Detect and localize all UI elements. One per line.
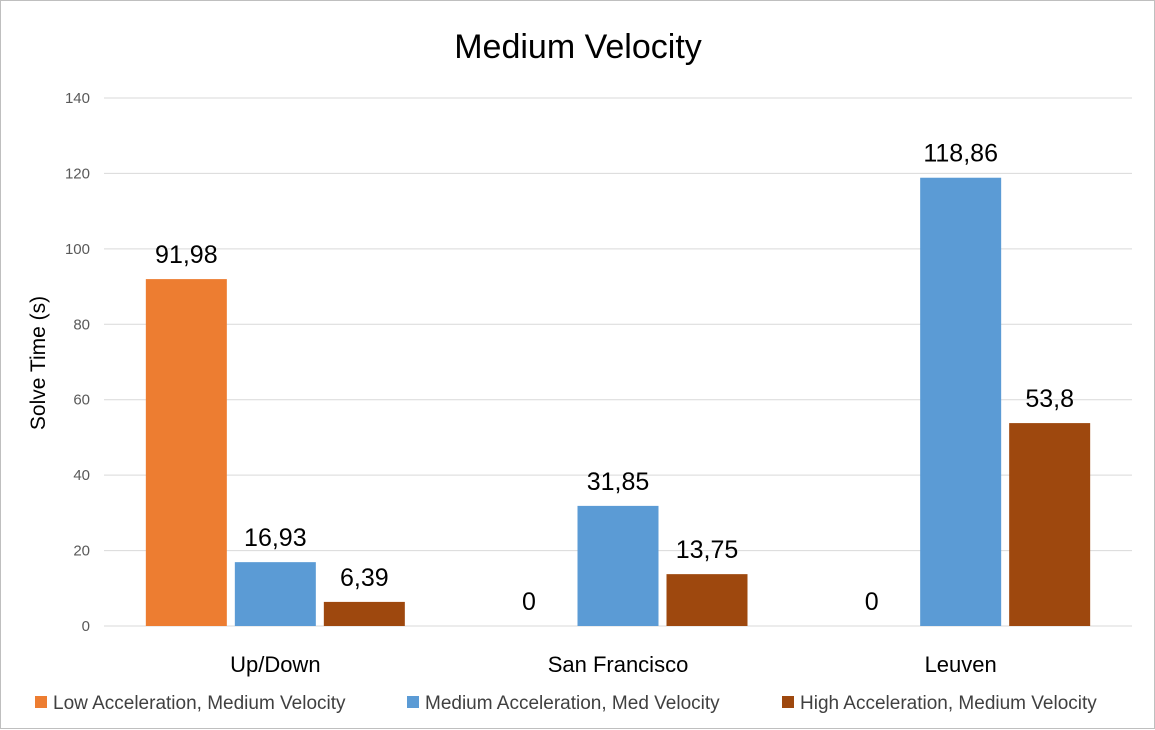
y-tick-label: 40 xyxy=(73,467,90,484)
category-label: Leuven xyxy=(925,652,997,677)
legend-label: Medium Acceleration, Med Velocity xyxy=(425,693,720,714)
bar xyxy=(920,177,1002,626)
category-label: San Francisco xyxy=(548,652,689,677)
category-label: Up/Down xyxy=(230,652,320,677)
y-tick-label: 60 xyxy=(73,392,90,409)
legend-swatch xyxy=(407,696,419,708)
data-label: 13,75 xyxy=(676,536,739,564)
category-labels: Up/Down San Francisco Leuven xyxy=(230,652,997,677)
y-axis-ticks: 0 20 40 60 80 100 120 140 xyxy=(65,90,90,635)
chart-title: Medium Velocity xyxy=(454,28,702,66)
legend: Low Acceleration, Medium Velocity Medium … xyxy=(35,693,1097,714)
gridlines xyxy=(104,97,1132,627)
data-label: 118,86 xyxy=(923,140,998,168)
data-label: 31,85 xyxy=(587,468,650,496)
y-tick-label: 140 xyxy=(65,90,90,107)
bars xyxy=(145,177,1091,626)
y-tick-label: 0 xyxy=(82,618,90,635)
data-label: 91,98 xyxy=(155,241,218,269)
bar xyxy=(577,505,659,626)
y-tick-label: 100 xyxy=(65,241,90,258)
bar xyxy=(666,574,748,626)
bar xyxy=(145,279,227,626)
y-tick-label: 20 xyxy=(73,543,90,560)
y-tick-label: 80 xyxy=(73,316,90,333)
bar xyxy=(323,601,405,626)
data-label: 0 xyxy=(865,588,879,616)
legend-swatch xyxy=(782,696,794,708)
data-label: 0 xyxy=(522,588,536,616)
bar xyxy=(1009,423,1091,626)
legend-label: Low Acceleration, Medium Velocity xyxy=(53,693,346,714)
data-label: 6,39 xyxy=(340,564,389,592)
legend-label: High Acceleration, Medium Velocity xyxy=(800,693,1097,714)
bar xyxy=(234,562,316,626)
y-axis-title: Solve Time (s) xyxy=(27,296,50,430)
legend-swatch xyxy=(35,696,47,708)
data-labels: 91,98 16,93 6,39 0 31,85 13,75 0 118,86 53,8 xyxy=(155,140,1074,616)
data-label: 53,8 xyxy=(1025,385,1074,413)
data-label: 16,93 xyxy=(244,524,307,552)
y-tick-label: 120 xyxy=(65,165,90,182)
